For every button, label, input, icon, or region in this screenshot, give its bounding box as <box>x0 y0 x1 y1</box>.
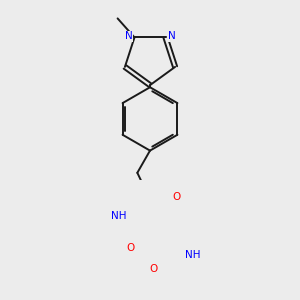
Text: N: N <box>124 32 132 41</box>
Text: NH: NH <box>111 211 127 221</box>
Text: O: O <box>172 192 180 202</box>
Text: NH: NH <box>185 250 200 260</box>
Text: O: O <box>149 264 157 274</box>
Text: O: O <box>126 243 134 253</box>
Text: N: N <box>168 32 176 41</box>
